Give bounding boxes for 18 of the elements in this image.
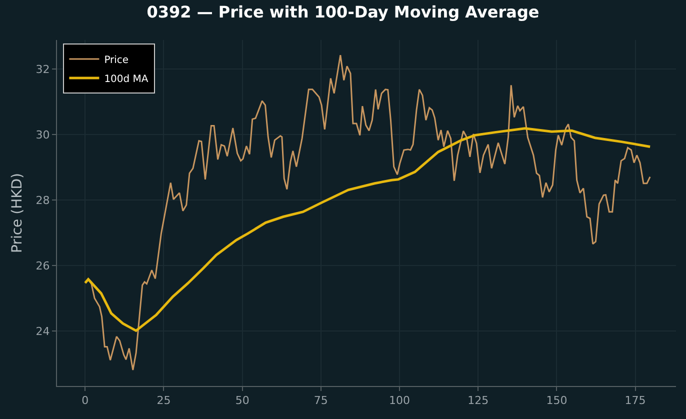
x-tick-label: 75 [314,394,328,408]
legend-label: 100d MA [104,74,148,85]
x-tick-label: 100 [389,394,410,408]
y-tick-label: 32 [36,62,50,76]
y-tick-label: 28 [36,194,50,207]
x-tick-label: 50 [235,394,250,408]
y-tick-label: 30 [36,128,50,142]
y-tick-label: 24 [36,324,50,338]
x-tick-label: 25 [156,394,171,408]
chart-title: 0392 — Price with 100-Day Moving Average [146,2,540,22]
legend-label: Price [104,54,129,66]
x-tick-label: 175 [624,394,646,408]
line-series [84,127,652,332]
x-tick-label: 150 [546,394,568,408]
x-tick-label: 125 [468,394,489,408]
y-axis-title: Price (HKD) [9,172,26,254]
x-tick-label: 0 [82,394,89,408]
y-tick-label: 26 [36,259,50,272]
